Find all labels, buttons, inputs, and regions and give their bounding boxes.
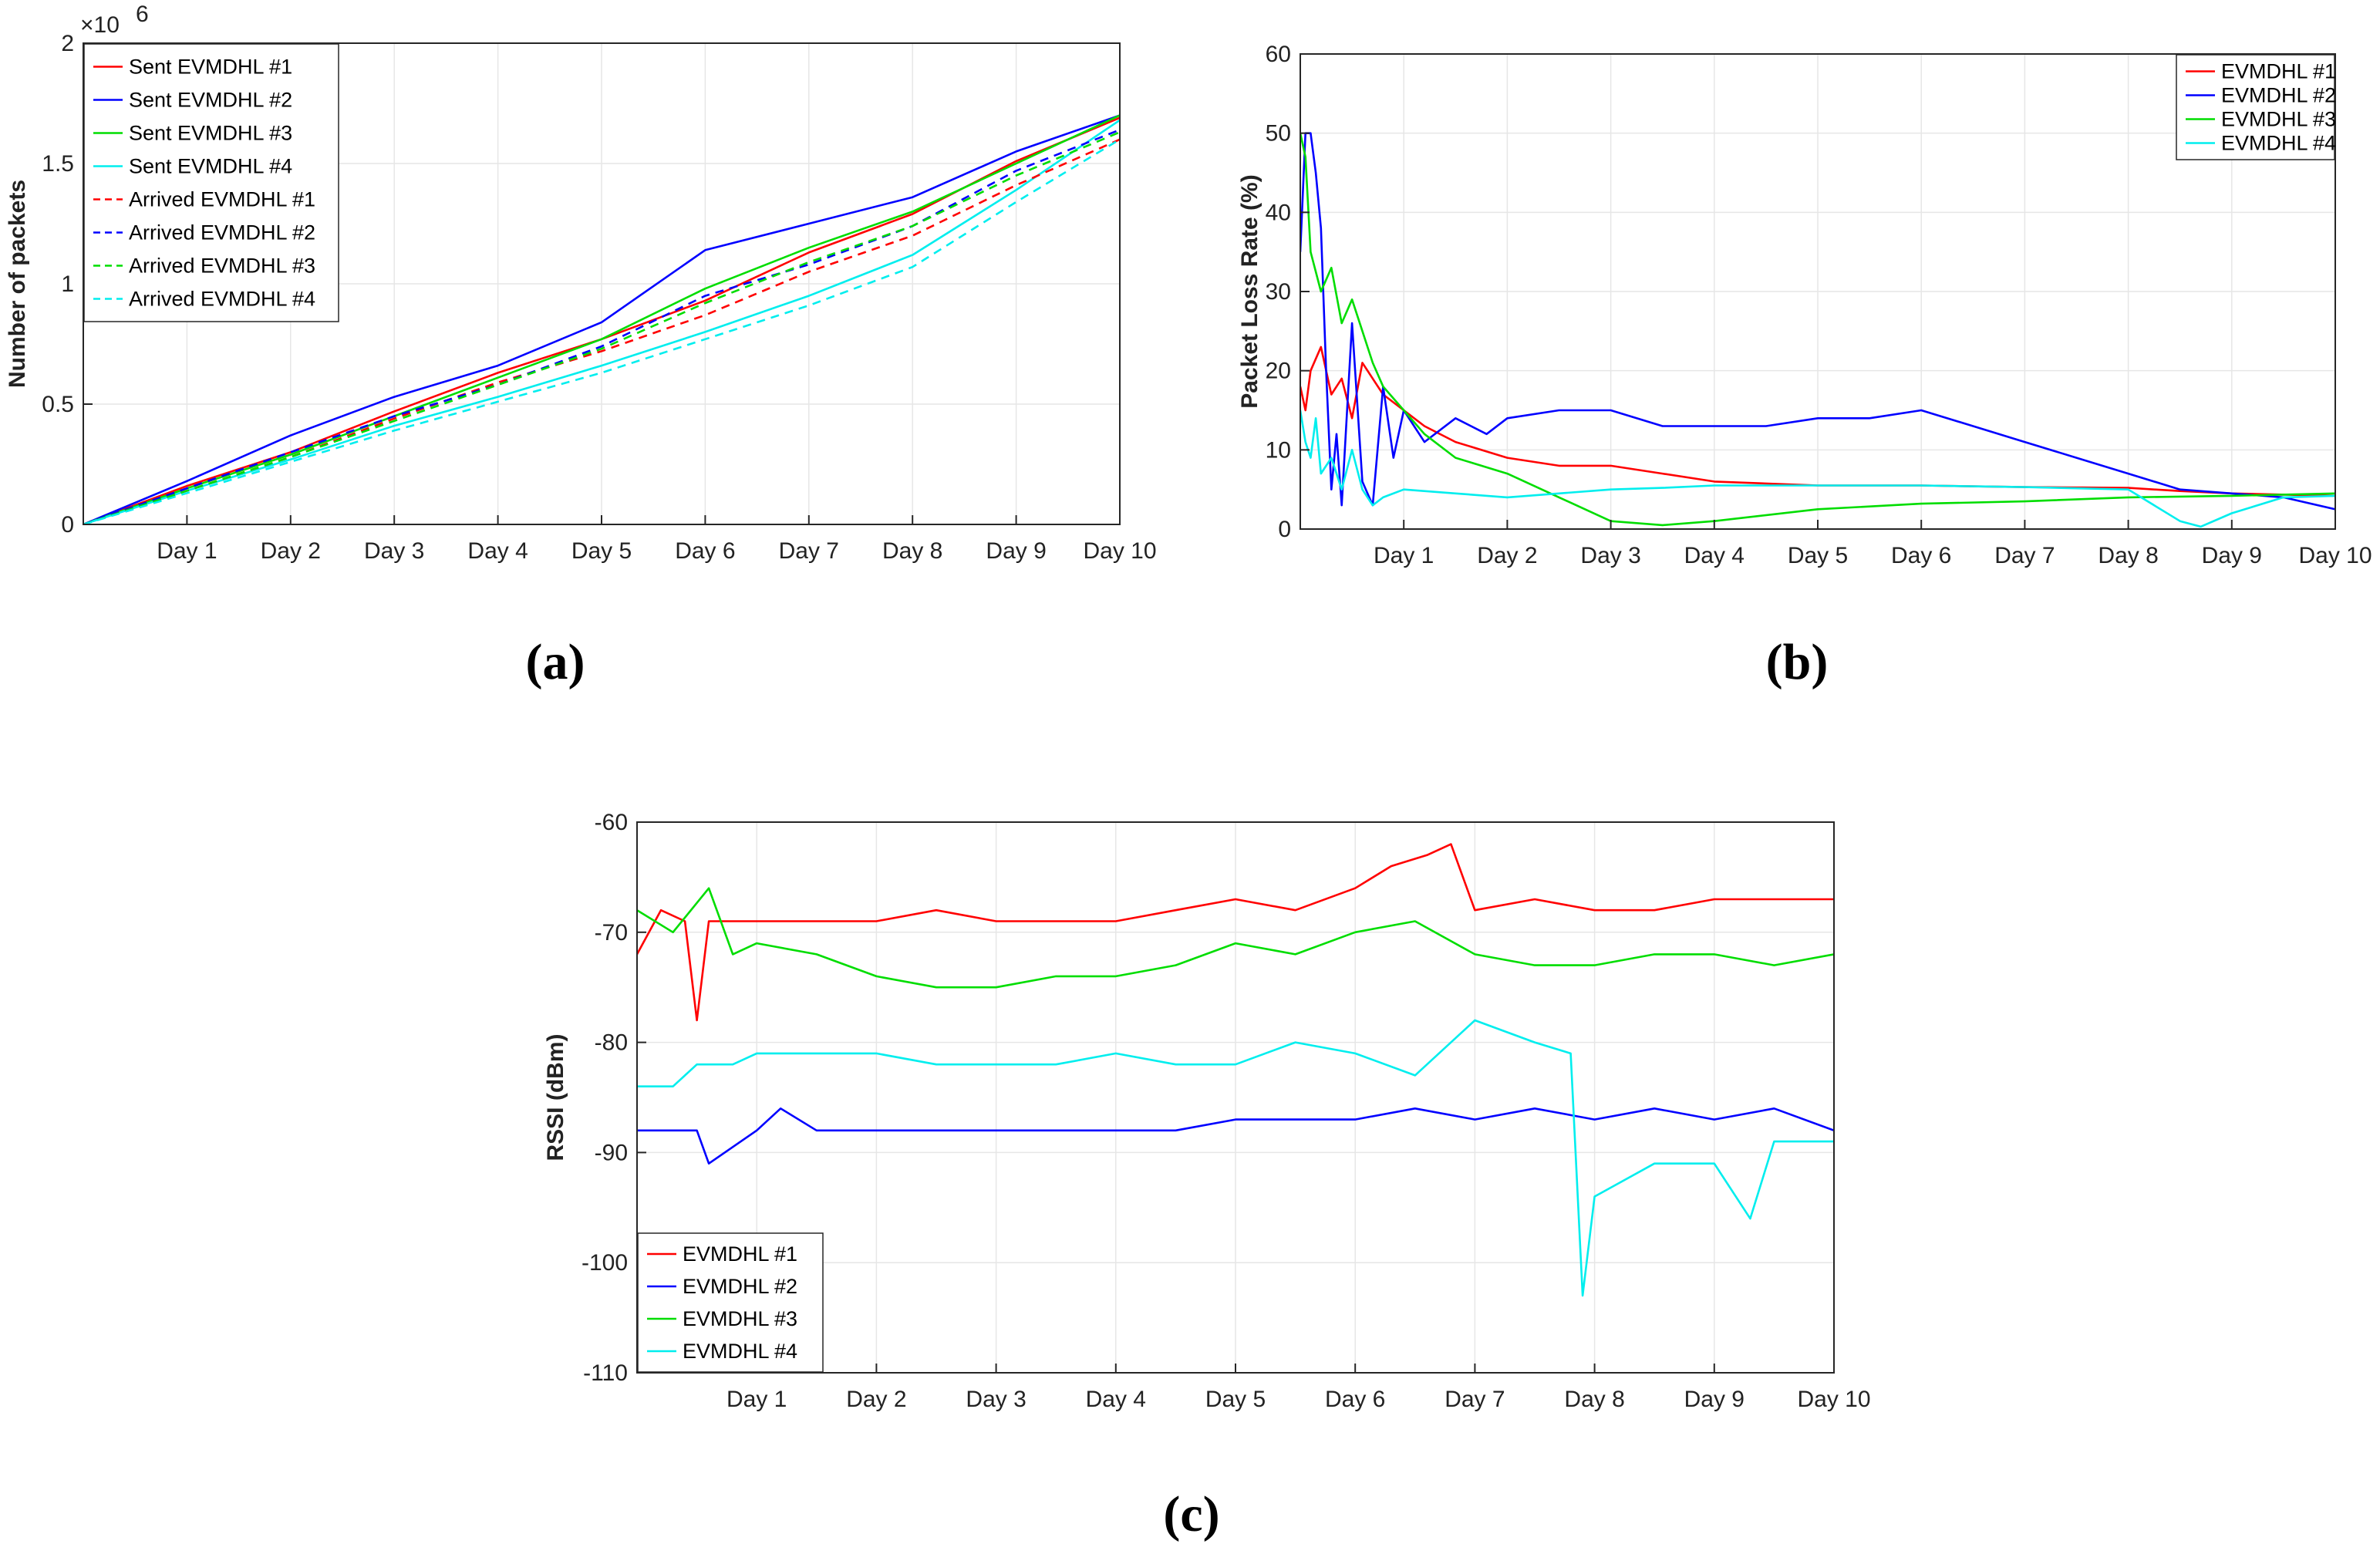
y-tick-label: 40 — [1266, 200, 1291, 225]
legend-label: Arrived EVMDHL #2 — [129, 221, 315, 244]
x-tick-label: Day 3 — [1580, 543, 1640, 568]
y-tick-label: 60 — [1266, 42, 1291, 67]
chart-c: Day 1 Day 2 Day 3 Day 4 Day 5 Day 6 Day 7 Day 8… — [543, 810, 1871, 1542]
x-tick-label: Day 10 — [2298, 543, 2372, 568]
x-tick-label: Day 4 — [1086, 1387, 1146, 1412]
y-tick-label: 0 — [1278, 517, 1291, 542]
y-tick-label: 2 — [61, 31, 74, 56]
legend-label: EVMDHL #2 — [2221, 84, 2336, 107]
y-tick-label: 0.5 — [42, 392, 74, 417]
legend-label: EVMDHL #3 — [2221, 108, 2336, 131]
y-axis-label: RSSI (dBm) — [543, 1034, 568, 1161]
y-tick-label: -80 — [595, 1030, 628, 1056]
series-line-arrived-evmdhl-3 — [83, 131, 1120, 524]
x-tick-label: Day 6 — [675, 538, 735, 564]
x-tick-label: Day 1 — [157, 538, 217, 564]
legend-label: Arrived EVMDHL #1 — [129, 188, 315, 211]
y-tick-label: 20 — [1266, 359, 1291, 384]
x-tick-label: Day 2 — [846, 1387, 906, 1412]
legend-box — [637, 1232, 824, 1373]
series-line-sent-evmdhl-4 — [83, 119, 1120, 524]
y-tick-label: 10 — [1266, 437, 1291, 463]
y-tick-label: 50 — [1266, 121, 1291, 147]
x-tick-label: Day 8 — [2098, 543, 2158, 568]
x-tick-label: Day 2 — [1477, 543, 1537, 568]
y-tick-label: 1 — [61, 271, 74, 297]
series-line-sent-evmdhl-3 — [83, 114, 1120, 524]
x-tick-label: Day 1 — [726, 1387, 787, 1412]
y-axis-label: Number of packets — [5, 180, 30, 388]
legend-box — [83, 43, 339, 322]
x-tick-label: Day 9 — [986, 538, 1046, 564]
y-exponent-power: 6 — [136, 2, 149, 27]
series-line-evmdhl-4 — [1300, 410, 2335, 528]
x-tick-label: Day 1 — [1374, 543, 1434, 568]
x-tick-label: Day 7 — [1994, 543, 2055, 568]
y-tick-label: -100 — [582, 1250, 628, 1276]
x-tick-label: Day 4 — [1684, 543, 1745, 568]
chart-b: Day 1 Day 2 Day 3 Day 4 Day 5 Day 6 Day 7 Day 8… — [1237, 42, 2372, 690]
legend-label: Arrived EVMDHL #4 — [129, 288, 315, 311]
series-line-evmdhl-2 — [1300, 132, 2335, 511]
legend-label: Sent EVMDHL #4 — [129, 155, 292, 178]
panel-label: (c) — [1163, 1486, 1219, 1542]
x-tick-label: Day 5 — [1205, 1387, 1266, 1412]
y-tick-label: -90 — [595, 1140, 628, 1165]
x-tick-label: Day 7 — [1445, 1387, 1505, 1412]
series-line-arrived-evmdhl-4 — [83, 138, 1120, 524]
y-tick-label: -70 — [595, 920, 628, 946]
legend-label: EVMDHL #4 — [2221, 132, 2336, 155]
legend: Sent EVMDHL #1 Sent EVMDHL #2 Sent EVMDHL … — [83, 43, 339, 322]
x-tick-label: Day 6 — [1891, 543, 1951, 568]
legend-label: EVMDHL #2 — [683, 1275, 797, 1298]
x-tick-label: Day 10 — [1083, 538, 1156, 564]
x-tick-label: Day 6 — [1325, 1387, 1385, 1412]
y-axis-label: Packet Loss Rate (%) — [1237, 174, 1262, 408]
x-tick-label: Day 3 — [364, 538, 424, 564]
x-tick-label: Day 10 — [1797, 1387, 1870, 1412]
x-tick-label: Day 9 — [1684, 1387, 1745, 1412]
y-tick-label: 30 — [1266, 279, 1291, 305]
x-tick-label: Day 7 — [779, 538, 839, 564]
x-tick-label: Day 2 — [261, 538, 321, 564]
y-tick-label: -60 — [595, 810, 628, 835]
chart-a: Day 1 Day 2 Day 3 Day 4 Day 5 Day 6 Day 7 Day 8… — [5, 2, 1157, 690]
legend-label: Arrived EVMDHL #3 — [129, 255, 315, 278]
y-tick-label: 1.5 — [42, 151, 74, 177]
legend-label: Sent EVMDHL #1 — [129, 56, 292, 79]
series-line-arrived-evmdhl-2 — [83, 129, 1120, 524]
legend-label: EVMDHL #4 — [683, 1340, 797, 1363]
series-line-sent-evmdhl-2 — [83, 114, 1120, 524]
legend-label: EVMDHL #3 — [683, 1307, 797, 1330]
x-tick-label: Day 9 — [2202, 543, 2262, 568]
x-tick-label: Day 3 — [966, 1387, 1026, 1412]
series-line-evmdhl-1 — [637, 843, 1834, 1022]
y-tick-label: -110 — [583, 1360, 628, 1386]
legend-label: EVMDHL #1 — [2221, 60, 2336, 83]
x-tick-label: Day 8 — [882, 538, 942, 564]
x-tick-label: Day 5 — [571, 538, 632, 564]
legend: EVMDHL #1 EVMDHL #2 EVMDHL #3 EVMDHL #4 — [637, 1232, 824, 1373]
x-tick-label: Day 5 — [1788, 543, 1848, 568]
series-line-evmdhl-2 — [637, 1107, 1834, 1165]
panel-label: (a) — [526, 634, 585, 690]
x-tick-label: Day 8 — [1564, 1387, 1624, 1412]
legend-label: Sent EVMDHL #2 — [129, 89, 292, 112]
series-line-evmdhl-3 — [637, 887, 1834, 989]
y-tick-label: 0 — [61, 512, 74, 538]
legend-label: Sent EVMDHL #3 — [129, 122, 292, 145]
series-line-evmdhl-3 — [1300, 133, 2335, 527]
y-exponent-base: ×10 — [80, 12, 120, 38]
series-line-evmdhl-4 — [637, 1019, 1834, 1297]
panel-label: (b) — [1766, 634, 1829, 690]
x-tick-label: Day 4 — [467, 538, 528, 564]
legend-label: EVMDHL #1 — [683, 1242, 797, 1266]
